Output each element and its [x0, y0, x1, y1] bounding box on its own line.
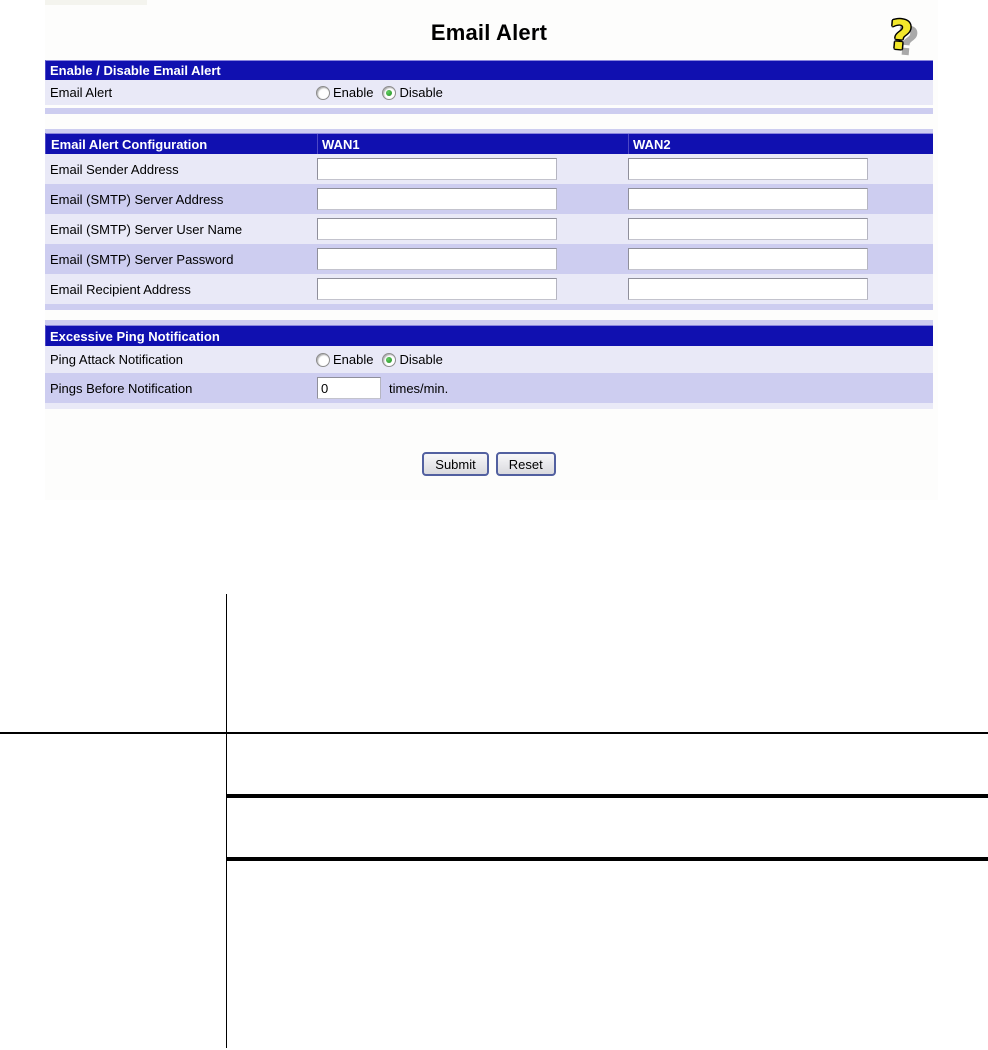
ping-attack-enable-radio[interactable]	[316, 352, 330, 367]
email-recipient-wan1-input[interactable]	[317, 278, 557, 300]
email-alert-label: Email Alert	[50, 85, 113, 100]
smtp-username-wan2-input[interactable]	[628, 218, 868, 240]
smtp-server-wan2-input[interactable]	[628, 188, 868, 210]
table-rule-horizontal-thick-1	[227, 794, 988, 798]
section-header-enable-disable: Enable / Disable Email Alert	[45, 60, 933, 80]
ping-attack-row: Ping Attack Notification Enable Disable	[45, 346, 933, 373]
email-sender-wan1-input[interactable]	[317, 158, 557, 180]
smtp-server-wan1-input[interactable]	[317, 188, 557, 210]
email-alert-enable-radio[interactable]	[316, 85, 330, 100]
config-row-server-address: Email (SMTP) Server Address	[45, 184, 933, 214]
question-mark-icon: ?	[887, 12, 915, 60]
section-separator	[45, 304, 933, 310]
config-row-password: Email (SMTP) Server Password	[45, 244, 933, 274]
ping-attack-disable-label: Disable	[399, 352, 443, 367]
row-label: Email Sender Address	[50, 161, 179, 177]
pings-before-row: Pings Before Notification times/min.	[45, 373, 933, 403]
section-header-config: Email Alert Configuration WAN1 WAN2	[45, 133, 933, 154]
ping-attack-radio-group: Enable Disable	[316, 352, 933, 367]
config-row-user-name: Email (SMTP) Server User Name	[45, 214, 933, 244]
wan2-column-header: WAN2	[628, 134, 933, 154]
ping-attack-enable-label: Enable	[333, 352, 374, 367]
pings-before-label: Pings Before Notification	[50, 380, 193, 396]
row-label: Email (SMTP) Server Address	[50, 191, 224, 207]
config-row-sender: Email Sender Address	[45, 154, 933, 184]
section-header-label: Enable / Disable Email Alert	[50, 63, 221, 78]
ping-attack-disable-radio[interactable]	[382, 352, 397, 367]
reset-button[interactable]: Reset	[495, 452, 556, 476]
ping-attack-label: Ping Attack Notification	[50, 352, 183, 367]
email-sender-wan2-input[interactable]	[628, 158, 868, 180]
wan1-column-header: WAN1	[317, 134, 628, 154]
config-section: Email Alert Configuration WAN1 WAN2 Emai…	[45, 129, 933, 310]
smtp-password-wan2-input[interactable]	[628, 248, 868, 270]
row-label: Email Recipient Address	[50, 281, 191, 297]
help-icon[interactable]: ? ?	[886, 10, 942, 66]
config-row-recipient: Email Recipient Address	[45, 274, 933, 304]
pings-before-input[interactable]	[317, 377, 381, 399]
section-separator	[45, 108, 933, 114]
email-alert-enable-label: Enable	[333, 85, 374, 100]
enable-disable-section: Enable / Disable Email Alert Email Alert…	[45, 60, 933, 114]
section-header-ping: Excessive Ping Notification	[45, 325, 933, 346]
email-alert-disable-label: Disable	[399, 85, 443, 100]
email-alert-row: Email Alert Enable Disable	[45, 80, 933, 105]
email-recipient-wan2-input[interactable]	[628, 278, 868, 300]
pings-unit-label: times/min.	[389, 380, 449, 396]
email-alert-disable-radio[interactable]	[382, 85, 397, 100]
table-rule-horizontal-thin	[0, 732, 988, 734]
row-label: Email (SMTP) Server Password	[50, 251, 234, 267]
section-separator	[45, 403, 933, 409]
section-separator	[45, 320, 933, 325]
section-header-label: Email Alert Configuration	[51, 136, 208, 152]
row-label: Email (SMTP) Server User Name	[50, 221, 243, 237]
email-alert-radio-group: Enable Disable	[316, 85, 933, 100]
table-rule-horizontal-thick-2	[227, 857, 988, 861]
smtp-username-wan1-input[interactable]	[317, 218, 557, 240]
submit-button[interactable]: Submit	[422, 452, 489, 476]
section-separator	[45, 129, 933, 133]
section-header-label: Excessive Ping Notification	[50, 328, 220, 344]
table-rule-vertical	[226, 594, 227, 1048]
page-title: Email Alert	[430, 20, 548, 45]
smtp-password-wan1-input[interactable]	[317, 248, 557, 270]
ping-section: Excessive Ping Notification Ping Attack …	[45, 320, 933, 409]
button-bar: Submit Reset	[45, 452, 933, 476]
top-edge-remnant	[45, 0, 147, 5]
